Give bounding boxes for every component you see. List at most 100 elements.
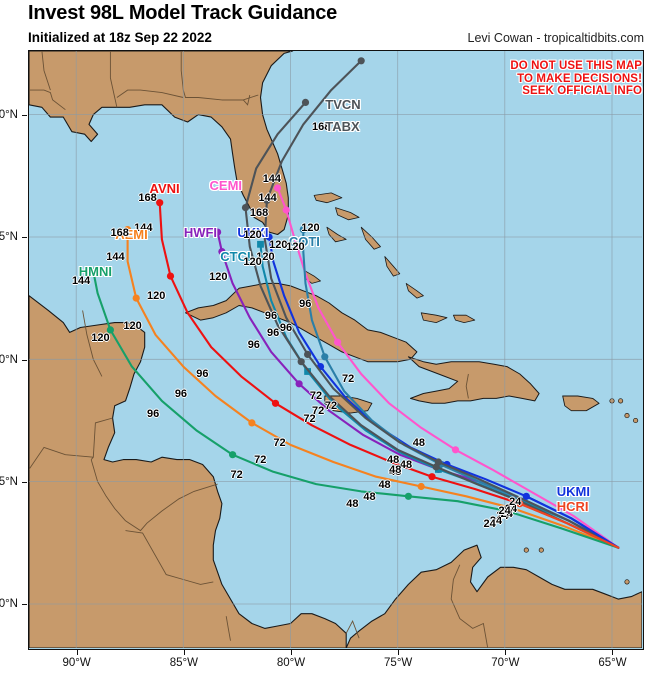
track-marker [417, 482, 425, 491]
landmass-antilles-3 [633, 417, 639, 424]
y-axis-tick-mark [22, 115, 27, 117]
x-axis-tick-mark [183, 650, 185, 655]
track-marker [428, 473, 436, 481]
track-marker [265, 233, 273, 241]
y-axis-tick-label: 30°N [0, 109, 18, 122]
model-track-cemi[interactable] [274, 184, 620, 549]
y-axis-tick-mark [22, 359, 27, 361]
track-marker [229, 451, 237, 459]
y-axis-tick-label: 15°N [0, 476, 18, 489]
track-marker [295, 380, 303, 388]
track-marker [132, 294, 140, 302]
landmass-bahamas-4 [384, 256, 401, 277]
y-axis-tick-label: 20°N [0, 353, 18, 366]
border-line-7 [90, 417, 113, 460]
y-axis-tick-mark [22, 604, 27, 606]
track-marker [271, 399, 280, 407]
landmass-south-america [345, 544, 642, 648]
x-axis-tick-label: 80°W [276, 657, 306, 669]
track-marker [404, 492, 412, 500]
track-marker [334, 338, 342, 346]
track-marker [166, 272, 175, 280]
border-line-2 [109, 51, 118, 108]
initialization-subtitle: Initialized at 18z Sep 22 2022 [28, 30, 212, 45]
track-marker [89, 267, 97, 275]
track-marker [522, 492, 530, 500]
model-track-aemi[interactable] [124, 226, 620, 549]
landmass-puerto-rico [562, 395, 600, 412]
latitude-axis: 30°N 25°N 20°N 15°N 10°N [0, 0, 27, 680]
map-canvas [29, 51, 642, 648]
y-axis-tick-mark [22, 237, 27, 239]
landmass-antilles-16 [538, 547, 544, 553]
track-marker [214, 228, 222, 236]
track-marker [301, 98, 310, 106]
border-line-8 [29, 446, 94, 470]
track-marker [357, 57, 365, 65]
x-axis-tick-mark [398, 650, 400, 655]
y-axis-tick-label: 10°N [0, 598, 18, 611]
model-track-hcri[interactable] [516, 500, 620, 549]
y-axis-tick-mark [22, 482, 27, 484]
landmass-hispaniola [407, 356, 540, 404]
x-axis-tick-mark [76, 650, 78, 655]
border-line-14 [450, 564, 489, 648]
track-marker [156, 199, 164, 207]
x-axis-tick-label: 75°W [384, 657, 413, 669]
track-line-ukmi [525, 495, 620, 549]
track-line-cemi [276, 186, 620, 549]
track-marker [241, 204, 250, 212]
x-axis-tick-label: 90°W [62, 657, 91, 669]
track-marker [304, 350, 312, 358]
border-line-13 [345, 620, 360, 639]
track-marker [274, 184, 282, 192]
track-marker [248, 419, 256, 427]
landmass-bahamas-5 [405, 283, 424, 299]
landmass-antilles-17 [523, 547, 529, 553]
landmass-antilles-15 [624, 579, 630, 585]
credit-attribution: Levi Cowan - tropicaltidbits.com [467, 31, 644, 45]
track-map[interactable] [28, 50, 644, 650]
y-axis-tick-label: 25°N [0, 231, 18, 244]
track-line-tabx [244, 101, 620, 549]
landmass-antilles-2 [624, 413, 630, 419]
x-axis-tick-label: 85°W [169, 657, 198, 669]
border-line-9 [90, 459, 126, 522]
border-line-4 [116, 89, 184, 98]
x-axis-tick-label: 70°W [491, 657, 520, 669]
model-track-hmni[interactable] [89, 267, 620, 549]
track-marker [299, 226, 307, 234]
model-track-tabx[interactable] [241, 98, 620, 549]
border-line-5 [221, 94, 251, 106]
track-marker [124, 226, 132, 234]
border-line-12 [225, 616, 231, 641]
model-track-ukmi[interactable] [522, 492, 620, 549]
track-marker [297, 358, 305, 366]
track-marker [282, 206, 290, 214]
track-line-hmni [92, 270, 620, 549]
border-line-1 [41, 51, 51, 91]
track-marker [263, 196, 271, 204]
track-marker [106, 326, 114, 334]
track-line-avni [158, 201, 620, 549]
x-axis-tick-mark [290, 650, 292, 655]
landmass-bahamas-1 [335, 207, 360, 221]
border-line-0 [29, 89, 66, 111]
track-marker [218, 248, 226, 256]
x-axis-tick-label: 65°W [598, 657, 627, 669]
landmass-bahamas-7 [453, 314, 476, 323]
track-marker [432, 463, 440, 471]
landmass-antilles-1 [618, 398, 624, 404]
landmass-bahamas-6 [420, 312, 448, 323]
track-marker [321, 353, 329, 361]
x-axis-tick-mark [612, 650, 614, 655]
border-line-6 [82, 310, 103, 377]
x-axis-tick-mark [505, 650, 507, 655]
landmass-north-america [29, 51, 294, 236]
border-line-15 [465, 373, 469, 399]
track-marker [451, 446, 460, 454]
track-line-hcri [518, 502, 620, 549]
model-track-avni[interactable] [156, 199, 620, 549]
landmass-mexico-central-america [29, 295, 347, 648]
